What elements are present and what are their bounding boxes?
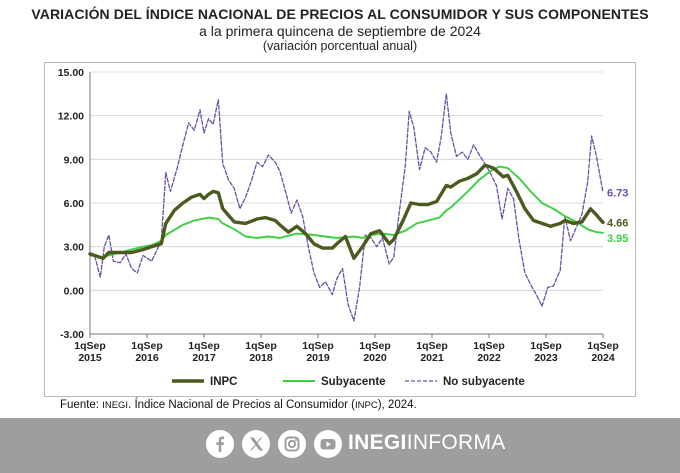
facebook-icon[interactable]: [206, 430, 234, 458]
x-tick-label-top: 1qSep: [359, 340, 391, 352]
x-tick-label-top: 1qSep: [302, 340, 334, 352]
x-tick-label-top: 1qSep: [416, 340, 448, 352]
y-tick-label: 15.00: [58, 67, 84, 79]
legend-label: Subyacente: [321, 376, 386, 388]
x-tick-label-year: 2021: [420, 352, 444, 364]
x-tick-label-year: 2019: [306, 352, 330, 364]
x-tick-label-year: 2022: [477, 352, 501, 364]
x-tick-label-year: 2016: [135, 352, 159, 364]
brand-bold: INEGI: [348, 431, 407, 454]
source-label: Fuente:: [60, 399, 103, 411]
legend-label: INPC: [210, 376, 237, 388]
end-label-layer: 4.66 3.95 6.73: [607, 187, 628, 244]
chart-title: VARIACIÓN DEL ÍNDICE NACIONAL DE PRECIOS…: [31, 6, 649, 22]
instagram-icon[interactable]: [278, 430, 306, 458]
series-layer: [88, 93, 605, 322]
y-tick-label: 9.00: [64, 154, 85, 166]
source-org: INEGI: [102, 400, 129, 411]
x-tick-label-year: 2024: [591, 352, 615, 364]
x-tick-label-top: 1qSep: [74, 340, 106, 352]
y-tick-label: 0.00: [64, 285, 85, 297]
chart-subtitle: a la primera quincena de septiembre de 2…: [199, 23, 481, 39]
brand-wordmark: INEGIINFORMA: [348, 431, 506, 455]
end-label-inpc: 4.66: [607, 218, 628, 230]
series-line-inpc: [88, 163, 605, 260]
x-tick-label-top: 1qSep: [188, 340, 220, 352]
x-tick-label-top: 1qSep: [473, 340, 505, 352]
x-tick-label-year: 2017: [192, 352, 216, 364]
x-tick-label-top: 1qSep: [245, 340, 277, 352]
line-chart: 15.0012.009.006.003.000.00-3.001qSep2015…: [58, 67, 629, 388]
social-links: [206, 430, 342, 458]
legend-label: No subyacente: [443, 376, 525, 388]
source-text-b: ), 2024.: [377, 399, 417, 411]
y-tick-label: 6.00: [64, 198, 85, 210]
x-tick-label-year: 2018: [249, 352, 273, 364]
series-line-no-subyacente: [89, 93, 604, 322]
x-icon[interactable]: [242, 430, 270, 458]
x-tick-label-year: 2020: [363, 352, 387, 364]
y-tick-label: 12.00: [58, 111, 84, 123]
x-tick-label-year: 2023: [534, 352, 558, 364]
grid-layer: [90, 71, 603, 335]
chart-titles: VARIACIÓN DEL ÍNDICE NACIONAL DE PRECIOS…: [0, 6, 680, 53]
end-label-subyacente: 3.95: [607, 233, 628, 245]
y-tick-label: -3.00: [60, 329, 84, 341]
youtube-icon[interactable]: [314, 430, 342, 458]
x-tick-label-top: 1qSep: [131, 340, 163, 352]
chart-unit-note: (variación porcentual anual): [262, 39, 418, 53]
series-line-subyacente: [89, 165, 604, 258]
x-tick-label-top: 1qSep: [530, 340, 562, 352]
source-abbr: INPC: [355, 400, 378, 411]
y-tick-label: 3.00: [64, 242, 85, 254]
source-note: Fuente: INEGI. Índice Nacional de Precio…: [60, 399, 417, 411]
axis-layer: 15.0012.009.006.003.000.00-3.001qSep2015…: [58, 67, 619, 364]
x-tick-label-year: 2015: [78, 352, 102, 364]
x-tick-label-top: 1qSep: [587, 340, 619, 352]
chart-panel: [44, 62, 636, 397]
end-label-no-subyacente: 6.73: [607, 187, 628, 199]
footer-bar: INEGIINFORMA: [0, 418, 680, 473]
brand-light: INFORMA: [406, 431, 506, 454]
source-text-a: . Índice Nacional de Precios al Consumid…: [128, 399, 355, 411]
legend: INPC Subyacente No subyacente: [172, 376, 525, 388]
